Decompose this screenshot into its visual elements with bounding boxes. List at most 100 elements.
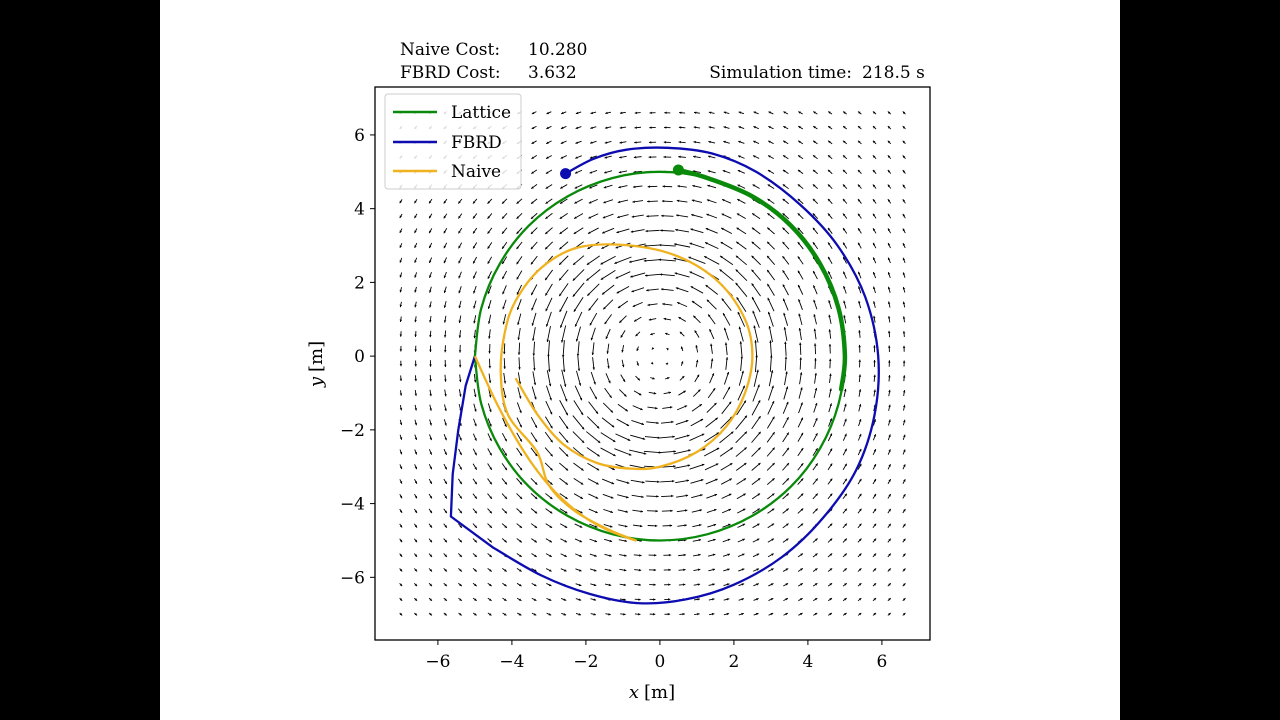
field-arrow (458, 344, 462, 353)
field-arrow (560, 310, 568, 328)
field-arrow (428, 463, 433, 470)
field-arrow (632, 405, 643, 411)
field-arrow (658, 450, 676, 454)
field-arrow (516, 212, 523, 220)
field-arrow (888, 389, 891, 397)
field-arrow (399, 523, 403, 528)
field-arrow (399, 449, 403, 455)
field-arrow (501, 448, 508, 456)
field-arrow (724, 342, 728, 356)
field-arrow (399, 287, 403, 293)
field-arrow (688, 256, 706, 264)
field-arrow (601, 284, 615, 295)
field-arrow (678, 390, 686, 396)
field-arrow (797, 227, 804, 235)
field-arrow (752, 184, 760, 189)
field-arrow (531, 312, 537, 326)
field-arrow (812, 125, 818, 130)
field-arrow (735, 447, 748, 457)
field-arrow (443, 478, 448, 485)
field-arrow (691, 509, 703, 513)
field-arrow (516, 493, 523, 500)
field-arrow (662, 302, 673, 306)
field-arrow (782, 523, 789, 529)
field-arrow (888, 374, 891, 382)
field-arrow (472, 242, 478, 249)
field-arrow (707, 553, 716, 557)
field-arrow (857, 523, 862, 529)
field-arrow (443, 553, 448, 558)
field-arrow (487, 213, 493, 219)
field-arrow (530, 416, 538, 429)
field-arrow (706, 199, 717, 204)
field-arrow (679, 375, 685, 381)
field-arrow (707, 314, 716, 325)
field-arrow (545, 508, 553, 514)
field-arrow (704, 463, 719, 471)
field-arrow (872, 612, 877, 616)
field-arrow (708, 583, 715, 586)
field-arrow (530, 447, 538, 457)
field-arrow (544, 241, 553, 250)
field-arrow (797, 169, 804, 175)
field-arrow (458, 286, 462, 294)
field-arrow (693, 155, 701, 159)
field-arrow (812, 432, 818, 442)
field-arrow (531, 125, 537, 130)
field-arrow (740, 355, 744, 372)
field-arrow (843, 418, 847, 427)
field-arrow (754, 340, 758, 358)
field-arrow (722, 523, 731, 528)
field-arrow (694, 374, 700, 383)
field-arrow (842, 508, 848, 514)
field-arrow (573, 213, 584, 219)
field-arrow (530, 241, 538, 250)
field-arrow (872, 582, 877, 587)
field-arrow (692, 389, 701, 397)
field-arrow (576, 341, 580, 357)
field-arrow (443, 523, 448, 529)
field-arrow (544, 227, 553, 235)
field-arrow (501, 256, 508, 265)
field-arrow (735, 241, 747, 250)
field-arrow (560, 155, 567, 159)
field-arrow (782, 568, 789, 572)
field-arrow (858, 418, 862, 427)
field-arrow (429, 272, 432, 279)
field-arrow (888, 345, 891, 353)
field-arrow (674, 272, 690, 278)
field-arrow (586, 255, 600, 266)
field-arrow (827, 213, 833, 219)
field-arrow (573, 493, 584, 500)
field-arrow (487, 271, 492, 279)
field-arrow (487, 198, 493, 204)
field-arrow (458, 271, 462, 279)
field-arrow (458, 553, 463, 558)
field-arrow (649, 126, 656, 129)
field-arrow (782, 508, 790, 514)
field-arrow (737, 155, 745, 159)
field-arrow (487, 433, 492, 442)
field-arrow (887, 228, 892, 234)
field-arrow (604, 387, 612, 399)
field-arrow (589, 568, 597, 572)
field-arrow (659, 273, 675, 277)
field-arrow (544, 269, 554, 281)
field-arrow (516, 508, 523, 514)
field-arrow (783, 597, 789, 602)
field-arrow (604, 314, 612, 325)
field-arrow (429, 286, 432, 293)
field-arrow (872, 257, 877, 264)
field-arrow (648, 568, 657, 572)
field-arrow (589, 184, 598, 189)
field-arrow (813, 402, 818, 413)
field-arrow (858, 300, 862, 309)
field-arrow (737, 508, 746, 514)
field-arrow (559, 477, 569, 486)
field-arrow (618, 170, 628, 174)
field-arrow (722, 170, 731, 174)
field-arrow (812, 478, 819, 485)
field-arrow (663, 568, 671, 572)
field-arrow (473, 388, 477, 398)
field-arrow (457, 523, 463, 529)
